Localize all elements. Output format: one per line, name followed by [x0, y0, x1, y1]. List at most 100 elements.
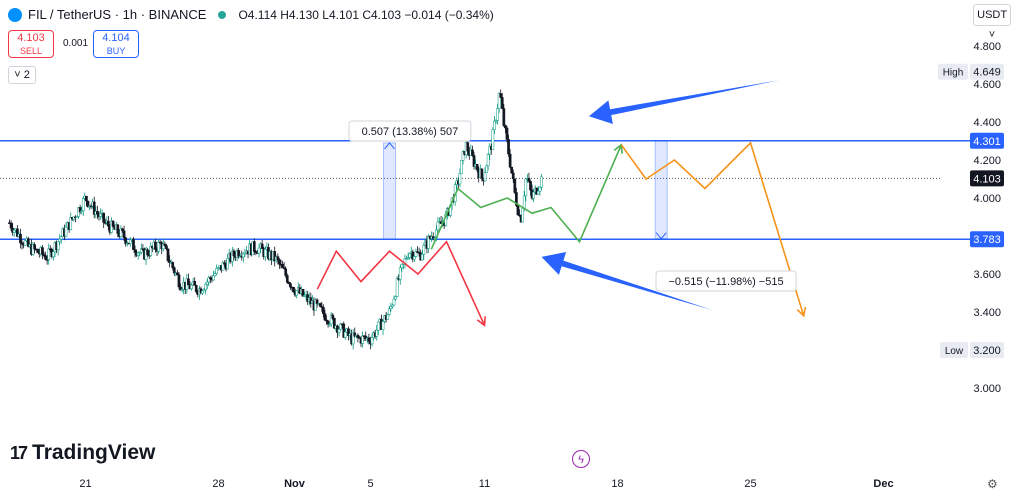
candle-body: [110, 220, 113, 233]
candle-body: [524, 178, 528, 197]
candle-body: [89, 205, 93, 208]
candle-body: [510, 166, 514, 174]
candle-body: [389, 306, 393, 310]
candle-body: [276, 256, 280, 261]
sell-button[interactable]: 4.103 SELL: [8, 30, 54, 58]
candle-body: [318, 303, 322, 307]
high-tag-bg: [938, 63, 968, 80]
candle-body: [395, 278, 399, 297]
candle-body: [343, 331, 347, 338]
candle-body: [52, 251, 55, 257]
candle-body: [187, 278, 190, 286]
lightning-bolt-icon[interactable]: ϟ: [572, 450, 590, 468]
candle-body: [497, 93, 501, 109]
candle-body: [325, 319, 328, 322]
candle-body: [136, 252, 140, 256]
candle-body: [20, 242, 24, 245]
candle-body: [81, 198, 85, 211]
candle-body: [538, 187, 542, 192]
candle-body: [177, 274, 181, 288]
x-tick-label: 18: [611, 478, 623, 490]
candle-body: [356, 334, 360, 338]
candle-body: [332, 317, 336, 329]
projection-path: [316, 240, 486, 326]
measure-label-down-box: [655, 270, 797, 292]
candle-body: [146, 249, 149, 256]
candle-body: [322, 307, 325, 314]
candle-body: [537, 190, 540, 195]
candle-body: [466, 142, 470, 152]
candle-body: [486, 154, 490, 167]
buy-price: 4.104: [102, 32, 130, 44]
candle-body: [282, 267, 286, 270]
candle-body: [204, 283, 208, 291]
candle-body: [480, 168, 484, 179]
candle-body: [460, 160, 463, 175]
candle-body: [431, 236, 435, 239]
buy-button[interactable]: 4.104 BUY: [93, 30, 139, 58]
candle-body: [314, 299, 317, 311]
measure-range: [383, 142, 396, 240]
candle-body: [289, 283, 292, 288]
candle-body: [420, 254, 424, 261]
tradingview-logo-icon: 17: [10, 442, 28, 463]
currency-selector[interactable]: USDT ˅: [973, 4, 1011, 41]
candle-body: [494, 120, 498, 122]
indicators-toggle[interactable]: ˅ 2: [8, 66, 36, 84]
candle-body: [342, 323, 346, 338]
measure-arrowhead: [655, 232, 667, 240]
low-value: 3.200: [973, 345, 1001, 357]
y-tick-label: 4.200: [973, 155, 1001, 167]
candle-body: [513, 178, 517, 193]
candle-body: [33, 244, 36, 250]
candle-body: [9, 222, 13, 229]
candle-body: [391, 304, 394, 307]
candle-body: [36, 248, 40, 253]
candle-body: [485, 165, 488, 174]
candle-body: [223, 262, 226, 265]
candle-body: [475, 164, 479, 171]
level-price-badge-bg: [970, 231, 1004, 248]
settings-icon[interactable]: ⚙: [987, 477, 998, 491]
candle-body: [285, 275, 289, 283]
candle-body: [367, 337, 371, 342]
candle-body: [323, 313, 327, 321]
candle-body: [241, 253, 245, 258]
candle-body: [111, 220, 115, 227]
candle-body: [23, 240, 27, 246]
x-tick-label: 11: [479, 478, 490, 490]
symbol-title[interactable]: FIL / TetherUS · 1h · BINANCE: [28, 7, 207, 22]
candle-body: [422, 245, 426, 255]
candle-body: [329, 314, 333, 325]
candle-body: [347, 328, 350, 336]
candle-body: [139, 248, 143, 253]
tradingview-brand[interactable]: 17 TradingView: [10, 441, 155, 465]
candle-body: [257, 247, 261, 254]
candle-body: [149, 245, 153, 256]
candle-body: [529, 181, 532, 191]
last-price-badge-bg: [970, 170, 1004, 187]
x-tick-label: 5: [367, 478, 373, 490]
candle-body: [56, 241, 60, 251]
candle-body: [488, 146, 492, 155]
sell-label: SELL: [19, 46, 43, 56]
candle-body: [107, 220, 110, 227]
candle-body: [80, 210, 84, 213]
candle-body: [78, 207, 82, 213]
candle-body: [508, 153, 512, 168]
candle-body: [287, 282, 291, 284]
candle-body: [502, 108, 506, 126]
candle-body: [165, 245, 168, 250]
candle-body: [331, 314, 335, 319]
candle-body: [212, 275, 215, 281]
candle-body: [103, 222, 107, 224]
projection-arrowhead: [476, 316, 486, 327]
candle-body: [252, 241, 256, 252]
projection-path: [430, 144, 623, 250]
candle-body: [472, 155, 476, 167]
y-tick-label: 4.400: [973, 117, 1001, 129]
candle-body: [161, 243, 165, 250]
market-status-icon: [218, 10, 227, 19]
level-price-badge: 3.783: [973, 234, 1001, 246]
